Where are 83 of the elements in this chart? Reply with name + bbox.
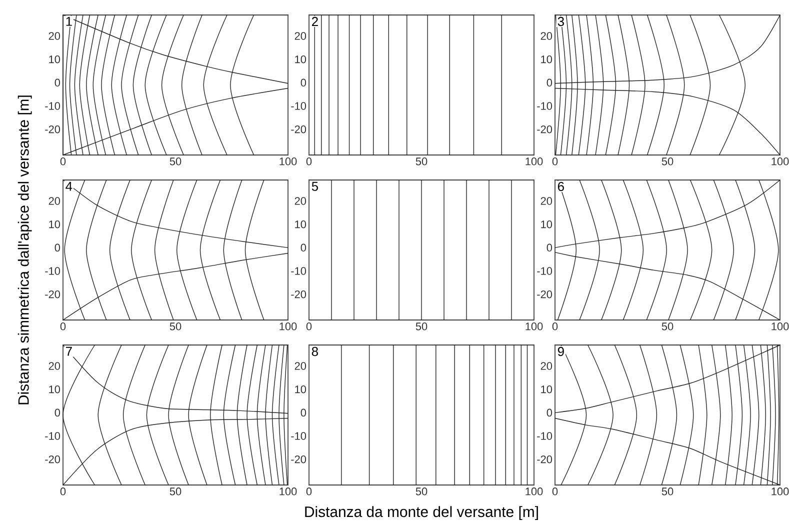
y-tick-label: -10	[45, 267, 60, 275]
y-tick-label: -10	[537, 432, 552, 440]
y-tick-label: -20	[291, 455, 306, 464]
x-tick-label: 0	[60, 322, 66, 330]
y-tick-label: 20	[540, 362, 552, 370]
x-tick-label: 50	[662, 158, 674, 166]
y-tick-label: 20	[48, 32, 60, 40]
y-tick-label: 10	[295, 220, 306, 228]
y-tick-label: 10	[295, 55, 306, 64]
x-tick-label: 0	[552, 322, 558, 330]
y-tick-label: -20	[537, 290, 552, 298]
y-tick-label: -20	[291, 125, 306, 134]
chart-title: 2	[312, 16, 318, 26]
x-tick-label: 50	[662, 488, 674, 496]
x-tick-label: 0	[552, 488, 558, 496]
y-tick-label: 20	[48, 362, 60, 370]
x-tick-label: 100	[280, 488, 297, 496]
y-tick-label: 0	[54, 244, 60, 252]
y-tick-label: -10	[45, 432, 60, 440]
y-tick-label: -20	[45, 290, 60, 298]
x-tick-label: 0	[306, 488, 312, 496]
x-axis-title: Distanza da monte del versante [m]	[305, 506, 538, 520]
y-tick-label: 10	[541, 55, 552, 64]
x-tick-label: 0	[60, 488, 66, 496]
y-tick-label: -10	[291, 102, 306, 110]
chart-title: 6	[558, 182, 564, 192]
y-tick-label: -10	[537, 267, 552, 275]
y-tick-label: -10	[291, 267, 306, 275]
y-tick-label: -20	[537, 455, 552, 464]
x-tick-label: 100	[772, 488, 789, 496]
chart-title: 9	[558, 346, 564, 356]
y-tick-label: 20	[294, 362, 306, 370]
x-tick-label: 100	[280, 322, 297, 330]
y-tick-label: 0	[54, 408, 60, 417]
y-tick-label: 20	[294, 32, 306, 40]
y-tick-label: -20	[45, 455, 60, 464]
x-tick-label: 0	[306, 322, 312, 330]
y-tick-label: 0	[300, 244, 306, 252]
y-tick-label: 0	[300, 408, 306, 417]
y-tick-label: 10	[49, 220, 60, 228]
y-tick-label: 20	[48, 197, 60, 205]
y-tick-label: -20	[291, 290, 306, 298]
y-tick-label: 10	[541, 385, 552, 394]
x-tick-label: 50	[170, 322, 182, 330]
y-tick-label: 10	[295, 385, 306, 394]
x-tick-label: 100	[772, 322, 789, 330]
chart-title: 3	[558, 16, 564, 26]
y-tick-label: 20	[540, 197, 552, 205]
y-tick-label: 10	[49, 385, 60, 394]
x-tick-label: 100	[526, 322, 543, 330]
y-tick-label: 0	[300, 78, 306, 87]
y-tick-label: 20	[540, 32, 552, 40]
y-tick-label: -10	[537, 102, 552, 110]
x-tick-label: 50	[416, 322, 428, 330]
y-tick-label: 10	[541, 220, 552, 228]
x-tick-label: 0	[60, 158, 66, 166]
x-tick-label: 0	[552, 158, 558, 166]
y-tick-label: 0	[546, 78, 552, 87]
y-tick-label: -10	[291, 432, 306, 440]
y-tick-label: 10	[49, 55, 60, 64]
chart-title: 7	[66, 346, 72, 356]
chart-title: 1	[66, 16, 72, 26]
chart-title: 5	[312, 182, 318, 191]
x-tick-label: 100	[526, 158, 543, 166]
x-tick-label: 50	[416, 158, 428, 166]
x-tick-label: 0	[306, 158, 312, 166]
y-tick-label: 0	[546, 244, 552, 252]
x-tick-label: 50	[170, 158, 182, 166]
y-tick-label: -20	[537, 125, 552, 134]
y-axis-title: Distanza simmetrica dall'apice del versante [m]	[18, 96, 32, 404]
x-tick-label: 100	[280, 158, 297, 166]
x-tick-label: 50	[416, 488, 428, 496]
chart-title: 4	[66, 182, 72, 191]
x-tick-label: 100	[772, 158, 789, 166]
y-tick-label: 0	[54, 78, 60, 87]
x-tick-label: 50	[662, 322, 674, 330]
x-tick-label: 100	[526, 488, 543, 496]
y-tick-label: -20	[45, 125, 60, 134]
chart-title: 8	[312, 346, 318, 356]
y-tick-label: 20	[294, 197, 306, 205]
x-tick-label: 50	[170, 488, 182, 496]
y-tick-label: 0	[546, 408, 552, 417]
y-tick-label: -10	[45, 102, 60, 110]
